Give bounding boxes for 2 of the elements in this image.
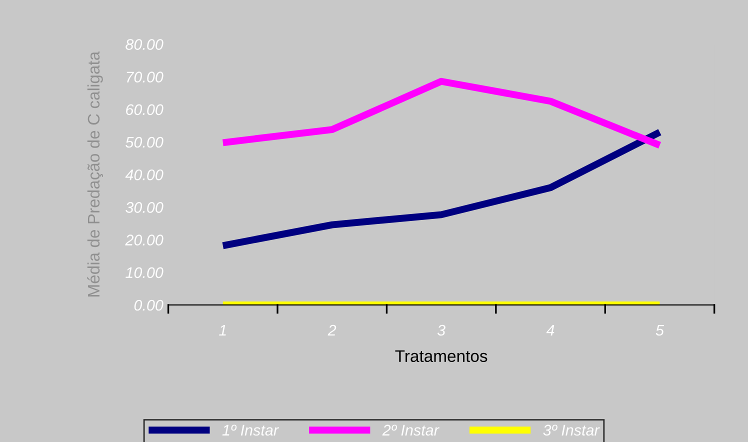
x-axis-title: Tratamentos [395,350,488,362]
y-axis-title: Média de Predação de C caligata [87,51,103,296]
